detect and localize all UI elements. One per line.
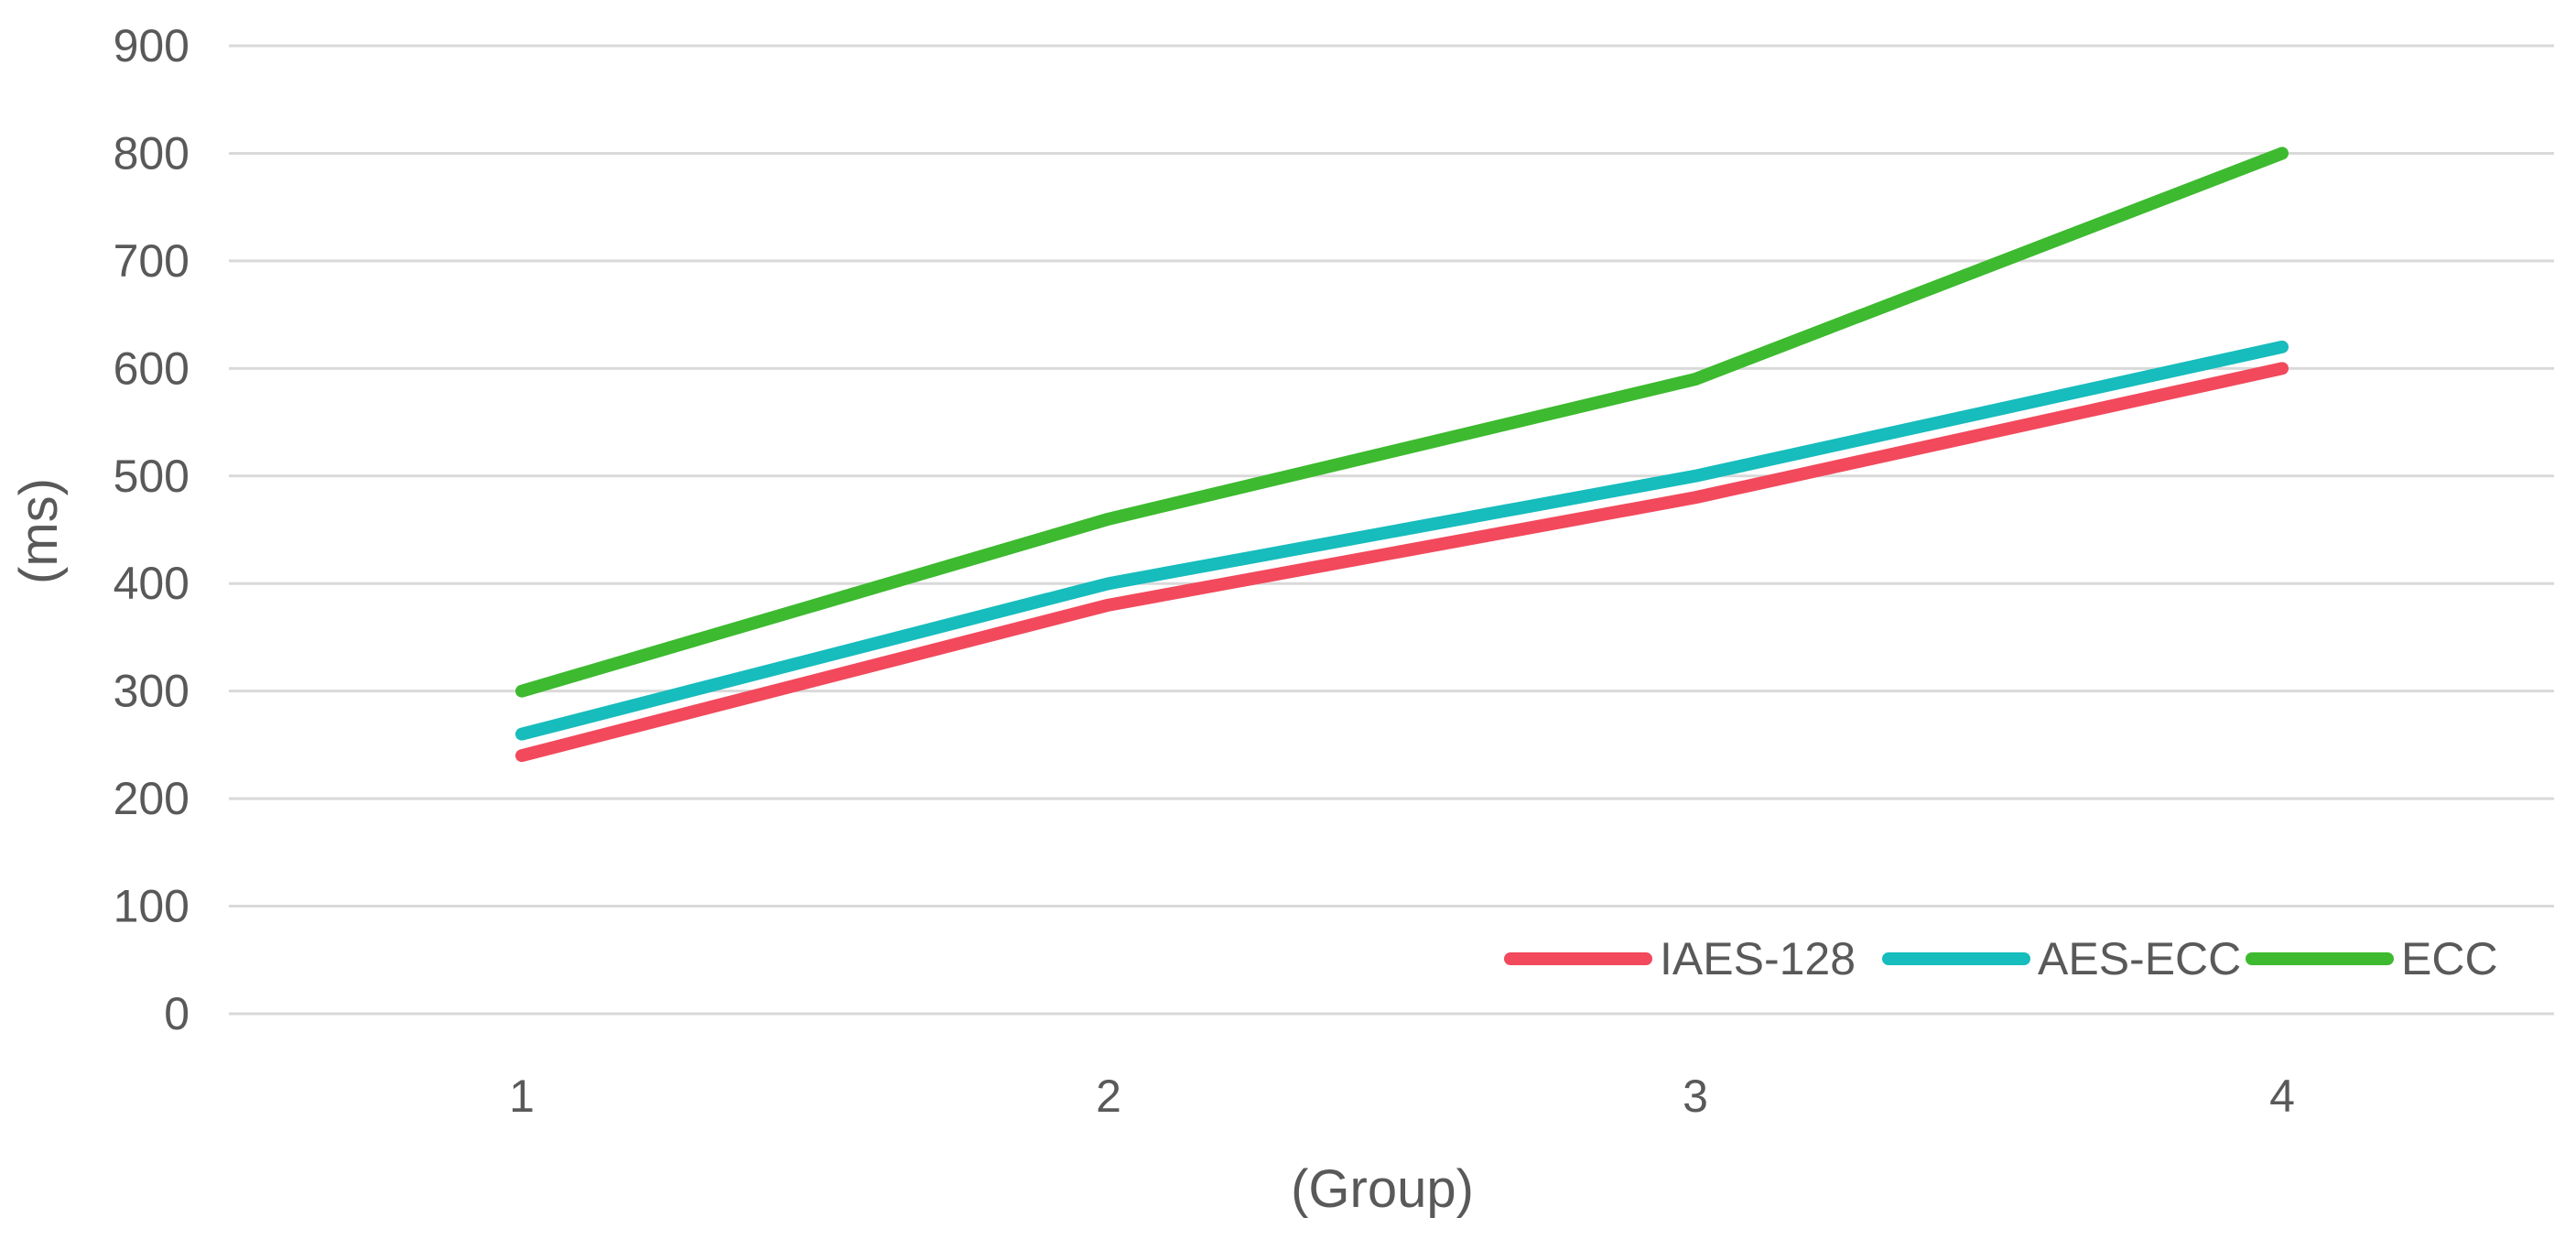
y-tick-label: 800 [114,127,189,179]
y-axis-ticks: 0 100 200 300 400 500 600 700 800 900 [114,20,189,1039]
gridlines [229,44,2554,1016]
y-axis-title: (ms) [9,478,69,584]
x-tick-label: 1 [509,1071,535,1122]
legend-label: IAES-128 [1660,933,1856,984]
y-tick-label: 300 [114,666,189,717]
series-lines [515,147,2289,763]
legend-label: AES-ECC [2038,933,2241,984]
y-tick-label: 200 [114,773,189,824]
x-tick-label: 3 [1683,1071,1708,1122]
legend: IAES-128 AES-ECC ECC [1504,933,2498,984]
series-line-aes-ecc [515,340,2289,741]
y-tick-label: 0 [164,988,189,1039]
y-tick-label: 700 [114,235,189,287]
x-tick-label: 4 [2269,1071,2295,1122]
x-axis-ticks: 1 2 3 4 [509,1071,2295,1122]
series-line-ecc [515,147,2289,698]
x-axis-title: (Group) [1291,1159,1474,1219]
legend-label: ECC [2401,933,2498,984]
y-tick-label: 900 [114,20,189,71]
series-line-iaes-128 [515,362,2289,763]
y-tick-label: 400 [114,558,189,609]
y-tick-label: 500 [114,451,189,502]
y-tick-label: 100 [114,881,189,932]
x-tick-label: 2 [1096,1071,1121,1122]
y-tick-label: 600 [114,342,189,394]
